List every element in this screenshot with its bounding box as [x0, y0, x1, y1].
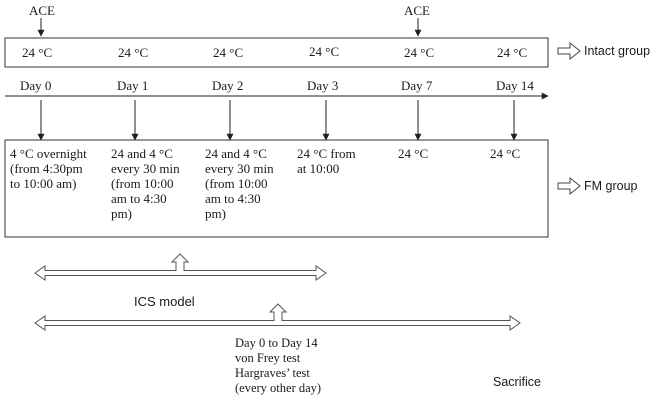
day-label-3: Day 3 [307, 78, 339, 93]
intact-group-label: Intact group [584, 44, 651, 58]
behavior-tests-text: Day 0 to Day 14 von Frey test Hargraves’… [235, 336, 322, 395]
day-label-0: Day 0 [20, 78, 52, 93]
intact-temp-day1: 24 °C [118, 45, 149, 60]
intact-temp-day3: 24 °C [309, 44, 340, 59]
intact-group-arrow [557, 41, 581, 61]
ics-model-label: ICS model [134, 294, 195, 309]
test-period-span-arrow [34, 303, 521, 331]
day-label-1: Day 1 [117, 78, 149, 93]
ics-span-arrow [34, 253, 327, 281]
fm-cell-day7: 24 °C [398, 146, 429, 161]
fm-cell-day1: 24 and 4 °C every 30 min (from 10:00 am … [111, 146, 180, 221]
intact-group-box [4, 37, 549, 68]
fm-group-label: FM group [584, 179, 638, 193]
fm-cell-day14: 24 °C [490, 146, 521, 161]
sacrifice-label: Sacrifice [493, 375, 541, 389]
ace-label-day0: ACE [29, 3, 55, 18]
fm-group-box [4, 139, 549, 238]
intact-temp-day14: 24 °C [497, 45, 528, 60]
fm-group-arrow [557, 176, 581, 196]
fm-cell-day2: 24 and 4 °C every 30 min (from 10:00 am … [205, 146, 274, 221]
day-label-2: Day 2 [212, 78, 244, 93]
intact-temp-day7: 24 °C [404, 45, 435, 60]
day-label-14: Day 14 [496, 78, 534, 93]
intact-temp-day0: 24 °C [22, 45, 53, 60]
fm-cell-day3: 24 °C from at 10:00 [297, 146, 356, 176]
intact-temp-day2: 24 °C [213, 45, 244, 60]
ace-label-day7: ACE [404, 3, 430, 18]
day-label-7: Day 7 [401, 78, 433, 93]
fm-cell-day0: 4 °C overnight (from 4:30pm to 10:00 am) [10, 146, 87, 191]
